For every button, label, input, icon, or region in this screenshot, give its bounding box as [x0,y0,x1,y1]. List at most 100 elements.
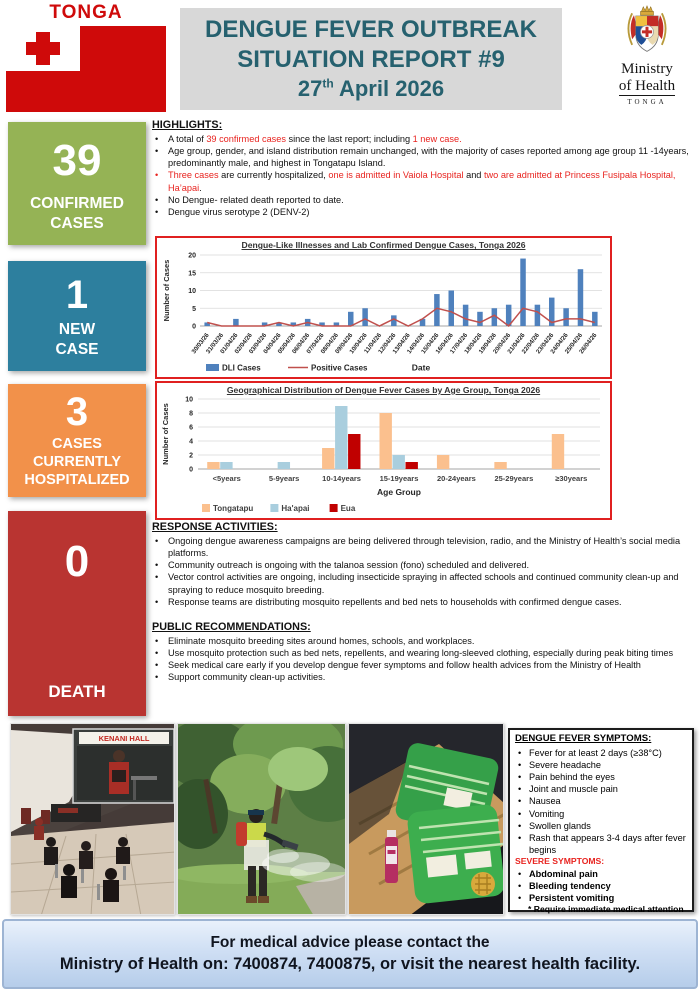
age-group-distribution-chart: 0 2 4 6 8 10 <5years 5-9years 10-14years 15-19yea… [161,397,600,513]
svg-text:8: 8 [189,411,193,418]
footer-contact-banner: For medical advice please contact the Mi… [2,919,698,989]
highlights-heading: HIGHLIGHTS: [152,119,223,131]
bullet-item: • Community outreach is ongoing with the … [155,560,530,571]
photo-inset-presenter: KENANI HALL [72,728,174,804]
confirmed-cases-label: CONFIRMED CASES [30,195,124,232]
svg-text:Date: Date [411,363,430,373]
bullet-item: • Fever for at least 2 days (≥38°C) [518,747,662,758]
ministry-line1: Ministry [621,61,673,77]
bullet-item: • Joint and muscle pain [518,784,618,795]
hall-meeting-illustration: KENANI HALL [11,724,174,914]
repellent-bottle [385,830,398,883]
photo-mosquito-nets [348,723,504,915]
ministry-wordmark: Ministry of Health [598,61,696,96]
svg-text:10: 10 [188,288,196,295]
svg-text:≥30years: ≥30years [555,474,587,483]
svg-text:DLI Cases: DLI Cases [222,364,261,373]
photo-insecticide-spraying [177,723,346,915]
svg-text:25-29years: 25-29years [494,474,533,483]
mosquito-net-packages-illustration [349,724,503,914]
ministry-line2: of Health [598,78,696,96]
stat-hospitalized: 3 CASES CURRENTLY HOSPITALIZED [8,384,146,497]
bullet-item: • Seek medical care early if you develop … [155,660,641,671]
bullet-item: • Severe headache [518,759,602,770]
svg-text:Tongatapu: Tongatapu [213,504,253,513]
footer-line2: Ministry of Health on: 7400874, 7400875,… [59,955,641,973]
bullet-item: • Use mosquito protection such as bed net… [155,648,674,659]
stat-death: 0 DEATH [8,511,146,716]
ministry-of-health-logo: Ministry of Health TONGA [598,4,696,116]
symptoms-list: • Fever for at least 2 days (≥38°C) • Sever… [515,747,687,856]
bullet-item: • Dengue virus serotype 2 (DENV-2) [155,206,310,217]
tonga-flag-icon [6,26,166,112]
svg-text:0: 0 [192,324,196,331]
svg-text:20: 20 [188,253,196,260]
death-count: 0 [64,537,90,586]
net-package-front [407,804,503,904]
spraying-illustration [178,724,345,914]
bullet-item: • Support community clean-up activities. [155,672,326,683]
bullet-item: • Bleeding tendency [518,880,611,891]
response-activities-section: RESPONSE ACTIVITIES: • Ongoing dengue awa… [152,521,698,608]
public-recommendations-list: • Eliminate mosquito breeding sites aroun… [152,635,698,684]
svg-text:0: 0 [189,467,193,474]
symptoms-note: * Require immediate medical attention [528,904,684,915]
svg-text:15-19years: 15-19years [379,474,418,483]
highlights-section: HIGHLIGHTS: • A total of 39 confirmed cas… [152,119,698,218]
photo-community-talanoa-session: KENANI HALL [10,723,175,915]
footer-line1: For medical advice please contact the [210,934,490,951]
age-group-chart-box: Geographical Distribution of Dengue Feve… [155,381,612,520]
svg-text:10-14years: 10-14years [322,474,361,483]
bullet-item: • Vomiting [518,808,565,819]
bullet-item: • Pain behind the eyes [518,772,615,783]
dli-chart-title: Dengue-Like Illnesses and Lab Confirmed … [241,240,526,250]
dli-chart-box: Dengue-Like Illnesses and Lab Confirmed … [155,236,612,379]
svg-text:6: 6 [189,425,193,432]
svg-text:Number of Cases: Number of Cases [162,260,171,322]
hospitalized-label: CASES CURRENTLY HOSPITALIZED [24,436,130,489]
new-case-label: NEW CASE [55,321,99,358]
bullet-item: • Rash that appears 3-4 days after fever … [518,832,686,855]
svg-text:5: 5 [192,306,196,313]
bullet-item: • Eliminate mosquito breeding sites aroun… [155,636,475,646]
svg-text:15: 15 [188,270,196,277]
report-title-box: DENGUE FEVER OUTBREAK SITUATION REPORT #… [180,8,562,110]
bullet-item: • Nausea [518,796,561,807]
flag-cross-icon [26,42,60,55]
kenani-hall-sign: KENANI HALL [99,734,150,743]
stat-confirmed-cases: 39 CONFIRMED CASES [8,122,146,245]
svg-text:4: 4 [189,439,193,446]
report-title-line2: SITUATION REPORT #9 [237,46,505,74]
bullet-item: • Three cases are currently hospitalized,… [155,170,676,193]
report-date: 27th April 2026 [297,76,445,102]
response-heading: RESPONSE ACTIVITIES: [152,521,278,533]
symptoms-heading: DENGUE FEVER SYMPTOMS: [515,733,652,744]
public-recommendations-heading: PUBLIC RECOMMENDATIONS: [152,621,311,633]
svg-text:Eua: Eua [340,504,355,513]
svg-text:10: 10 [185,397,193,404]
flag-country-label: TONGA [49,2,123,23]
bullet-item: • Response teams are distributing mosquit… [155,596,622,607]
tonga-coat-of-arms-icon [627,5,667,52]
svg-text:5-9years: 5-9years [268,474,298,483]
public-recommendations-section: PUBLIC RECOMMENDATIONS: • Eliminate mosqu… [152,621,698,684]
svg-text:20-24years: 20-24years [437,474,476,483]
death-label: DEATH [48,681,106,701]
severe-symptoms-heading: SEVERE SYMPTOMS: [515,856,605,867]
tonga-flag-block: TONGA [6,2,166,114]
highlights-list: • A total of 39 confirmed cases since the… [152,133,698,218]
bullet-item: • Abdominal pain [518,868,598,879]
bullet-item: • Vector control activities are ongoing, … [155,572,679,595]
confirmed-cases-count: 39 [52,136,102,185]
bullet-item: • Age group, gender, and island distribut… [155,146,689,169]
age-group-chart-title: Geographical Distribution of Dengue Feve… [226,385,541,395]
dli-positive-cases-chart: 0510152030/03/2631/03/2601/04/2602/04/26… [162,253,602,373]
report-title-line1: DENGUE FEVER OUTBREAK [204,16,538,44]
svg-text:Positive Cases: Positive Cases [311,364,368,373]
bullet-item: • Persistent vomiting [518,892,615,903]
dengue-symptoms-box: DENGUE FEVER SYMPTOMS: • Fever for at lea… [508,728,694,914]
bullet-item: • Ongoing dengue awareness campaigns are … [155,536,681,559]
ministry-country: TONGA [627,98,667,106]
bullet-item: • Swollen glands [518,820,591,831]
